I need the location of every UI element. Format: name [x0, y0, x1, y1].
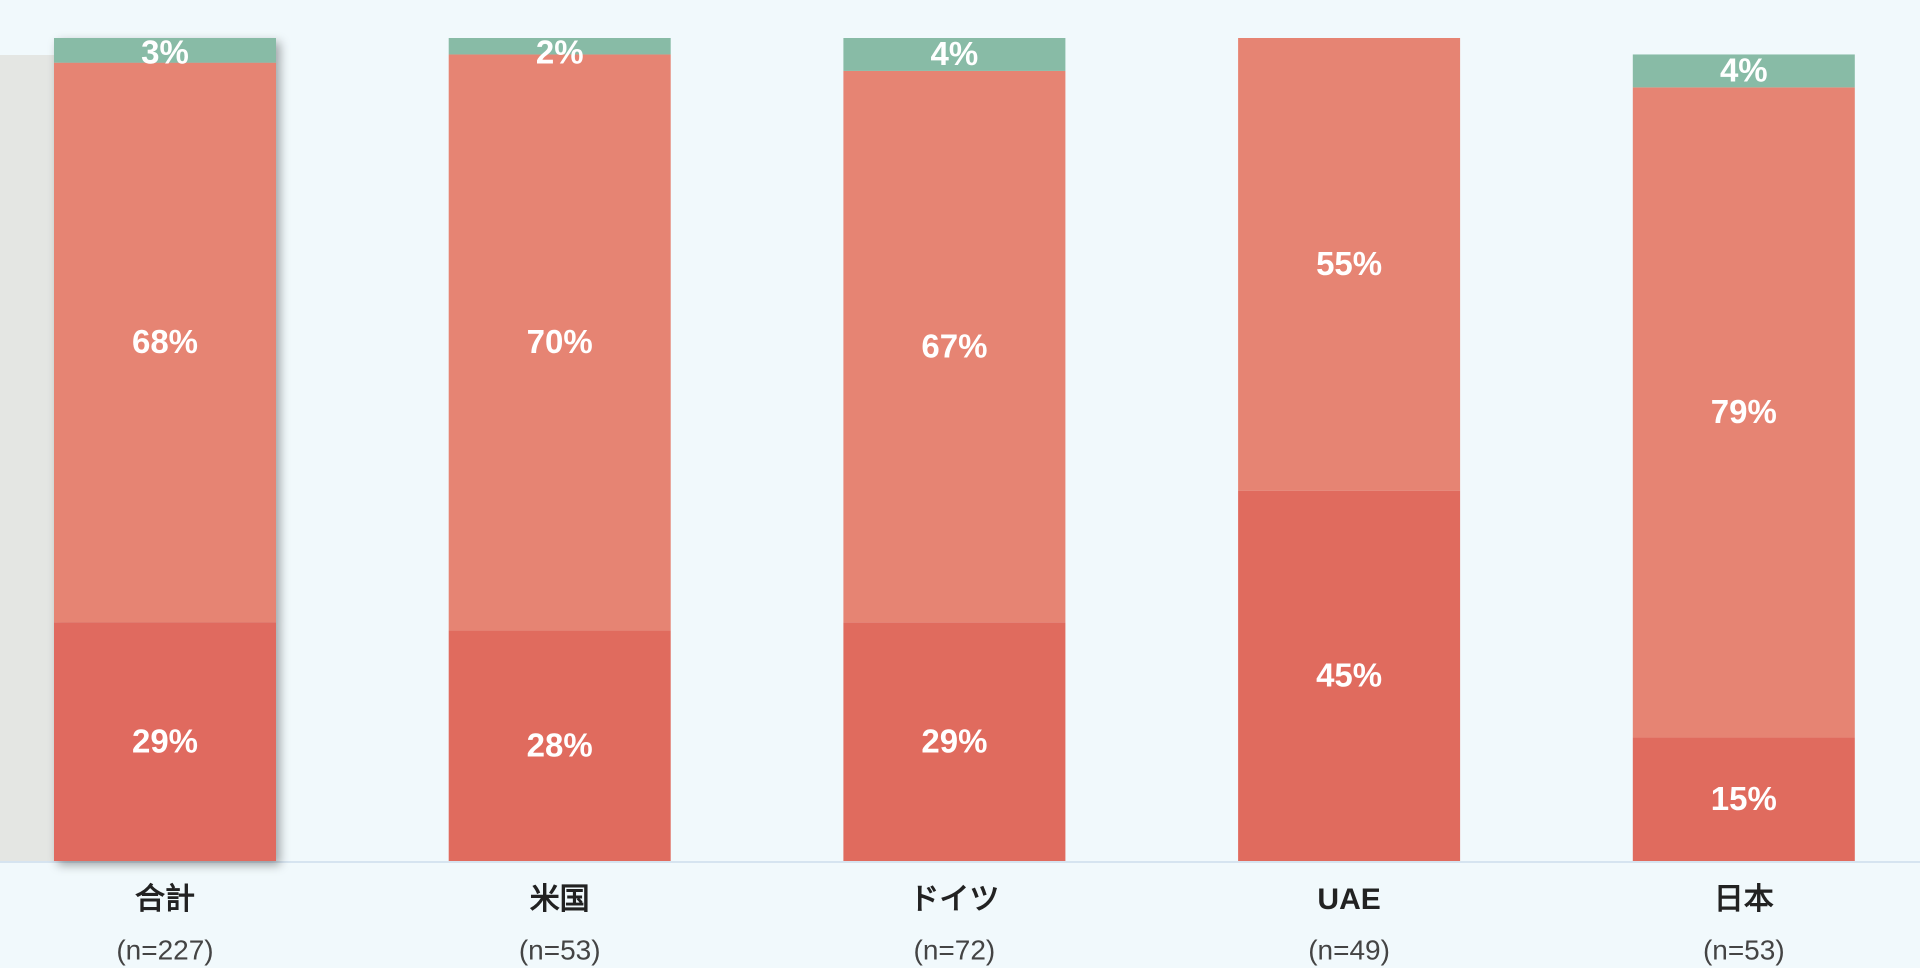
bar-segment — [1238, 38, 1461, 491]
bar-stack — [1632, 54, 1855, 861]
value-label: 79% — [1711, 393, 1777, 430]
bar-segment — [1632, 54, 1855, 88]
bar-segment — [448, 54, 671, 631]
value-label: 29% — [921, 722, 987, 759]
bar-stack — [843, 38, 1066, 861]
bar-segment — [54, 38, 276, 63]
x-tick-sublabel: (n=49) — [1308, 934, 1390, 965]
value-label: 68% — [132, 323, 198, 360]
bar-stack — [448, 38, 671, 861]
value-label: 45% — [1316, 657, 1382, 694]
value-label: 3% — [141, 34, 189, 71]
value-label: 70% — [527, 323, 593, 360]
bar-stack — [1238, 38, 1461, 861]
bar-segment — [1238, 490, 1461, 861]
bar-segment — [54, 62, 276, 623]
x-tick-sublabel: (n=227) — [116, 934, 213, 965]
value-label: 15% — [1711, 780, 1777, 817]
hover-panel — [0, 55, 55, 861]
bar-segment — [54, 622, 276, 861]
bar-segment — [843, 38, 1066, 71]
value-label: 4% — [1720, 52, 1768, 89]
bar-segment — [448, 38, 671, 55]
x-tick-sublabel: (n=53) — [519, 934, 601, 965]
value-label: 55% — [1316, 245, 1382, 282]
x-tick-label: 米国 — [530, 883, 590, 916]
bar-stack — [54, 38, 276, 861]
x-tick-sublabel: (n=72) — [914, 934, 996, 965]
bar-segment — [1632, 87, 1855, 738]
x-tick-sublabel: (n=53) — [1703, 934, 1785, 965]
bar-segment — [843, 622, 1066, 861]
bar-segment — [843, 70, 1066, 623]
x-tick-label: 合計 — [135, 882, 195, 916]
value-label: 29% — [132, 722, 198, 759]
value-label: 67% — [921, 327, 987, 364]
bar-segment — [448, 630, 671, 861]
value-label: 2% — [536, 34, 584, 71]
x-tick-label: UAE — [1317, 883, 1380, 916]
value-label: 4% — [931, 35, 979, 72]
x-tick-label: 日本 — [1714, 883, 1774, 916]
bar-segment — [1632, 737, 1855, 861]
value-label: 28% — [527, 726, 593, 763]
x-tick-label: ドイツ — [909, 883, 999, 916]
